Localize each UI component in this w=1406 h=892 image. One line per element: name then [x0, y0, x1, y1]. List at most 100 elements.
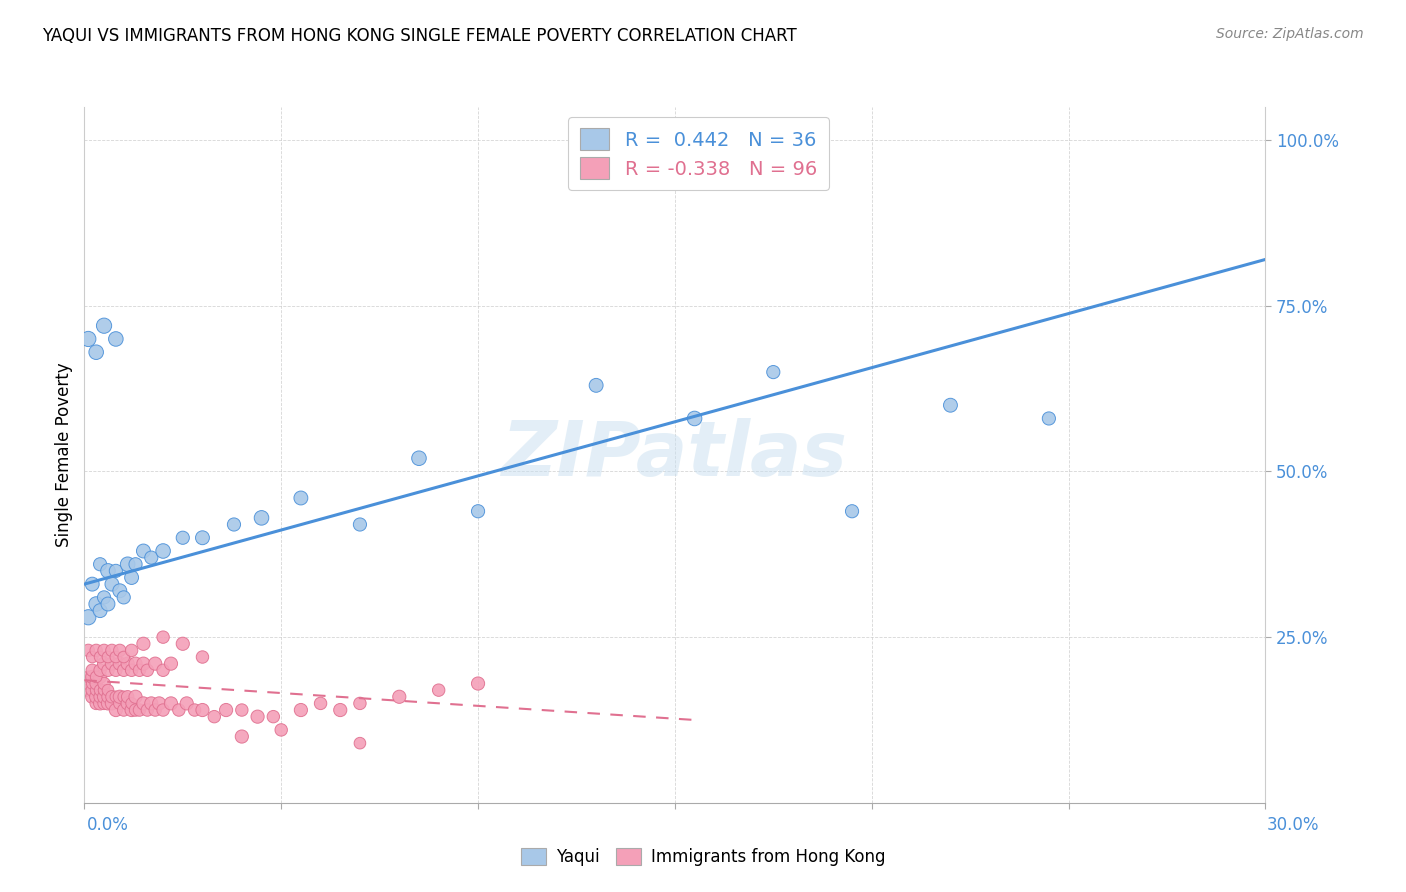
- Point: [97, 683, 120, 698]
- Legend: Yaqui, Immigrants from Hong Kong: Yaqui, Immigrants from Hong Kong: [512, 840, 894, 875]
- Point: [349, 517, 371, 532]
- Point: [112, 663, 135, 677]
- Point: [84, 597, 107, 611]
- Point: [112, 703, 135, 717]
- Point: [82, 676, 104, 690]
- Point: [124, 703, 146, 717]
- Point: [290, 703, 312, 717]
- Point: [93, 318, 115, 333]
- Point: [191, 531, 214, 545]
- Point: [349, 736, 371, 750]
- Point: [82, 683, 104, 698]
- Point: [427, 683, 450, 698]
- Text: Source: ZipAtlas.com: Source: ZipAtlas.com: [1216, 27, 1364, 41]
- Text: ZIPatlas: ZIPatlas: [502, 418, 848, 491]
- Point: [84, 345, 107, 359]
- Point: [117, 697, 139, 711]
- Point: [84, 643, 107, 657]
- Point: [93, 643, 115, 657]
- Point: [136, 703, 159, 717]
- Point: [77, 332, 100, 346]
- Point: [97, 564, 120, 578]
- Point: [89, 697, 111, 711]
- Point: [388, 690, 411, 704]
- Text: YAQUI VS IMMIGRANTS FROM HONG KONG SINGLE FEMALE POVERTY CORRELATION CHART: YAQUI VS IMMIGRANTS FROM HONG KONG SINGL…: [42, 27, 797, 45]
- Point: [939, 398, 962, 412]
- Point: [89, 663, 111, 677]
- Point: [128, 663, 150, 677]
- Point: [82, 650, 104, 665]
- Point: [202, 709, 225, 723]
- Point: [124, 558, 146, 572]
- Point: [148, 697, 170, 711]
- Point: [160, 657, 183, 671]
- Point: [231, 703, 253, 717]
- Point: [104, 663, 127, 677]
- Point: [82, 670, 104, 684]
- Point: [93, 683, 115, 698]
- Point: [172, 531, 194, 545]
- Point: [132, 544, 155, 558]
- Point: [121, 697, 143, 711]
- Point: [82, 663, 104, 677]
- Point: [77, 683, 100, 698]
- Point: [132, 657, 155, 671]
- Y-axis label: Single Female Poverty: Single Female Poverty: [55, 363, 73, 547]
- Point: [467, 504, 489, 518]
- Point: [97, 690, 120, 704]
- Point: [97, 663, 120, 677]
- Point: [121, 703, 143, 717]
- Point: [89, 690, 111, 704]
- Point: [117, 558, 139, 572]
- Point: [124, 690, 146, 704]
- Point: [408, 451, 430, 466]
- Legend: R =  0.442   N = 36, R = -0.338   N = 96: R = 0.442 N = 36, R = -0.338 N = 96: [568, 117, 828, 190]
- Point: [108, 697, 131, 711]
- Point: [93, 657, 115, 671]
- Point: [104, 650, 127, 665]
- Point: [191, 703, 214, 717]
- Point: [97, 650, 120, 665]
- Point: [762, 365, 785, 379]
- Point: [93, 690, 115, 704]
- Point: [176, 697, 198, 711]
- Point: [112, 690, 135, 704]
- Point: [231, 730, 253, 744]
- Point: [89, 558, 111, 572]
- Point: [77, 643, 100, 657]
- Point: [143, 657, 166, 671]
- Point: [121, 643, 143, 657]
- Point: [121, 570, 143, 584]
- Point: [77, 610, 100, 624]
- Text: 30.0%: 30.0%: [1267, 816, 1319, 834]
- Point: [93, 676, 115, 690]
- Point: [82, 690, 104, 704]
- Point: [124, 657, 146, 671]
- Point: [152, 703, 174, 717]
- Point: [1038, 411, 1060, 425]
- Point: [93, 697, 115, 711]
- Point: [183, 703, 205, 717]
- Point: [89, 650, 111, 665]
- Point: [290, 491, 312, 505]
- Point: [101, 690, 124, 704]
- Point: [585, 378, 607, 392]
- Point: [89, 683, 111, 698]
- Point: [132, 637, 155, 651]
- Point: [84, 697, 107, 711]
- Point: [101, 697, 124, 711]
- Point: [93, 591, 115, 605]
- Point: [841, 504, 863, 518]
- Point: [104, 332, 127, 346]
- Point: [270, 723, 292, 737]
- Point: [82, 577, 104, 591]
- Point: [89, 670, 111, 684]
- Point: [84, 683, 107, 698]
- Point: [250, 511, 273, 525]
- Point: [143, 703, 166, 717]
- Point: [309, 697, 332, 711]
- Point: [246, 709, 269, 723]
- Text: 0.0%: 0.0%: [87, 816, 129, 834]
- Point: [128, 703, 150, 717]
- Point: [101, 657, 124, 671]
